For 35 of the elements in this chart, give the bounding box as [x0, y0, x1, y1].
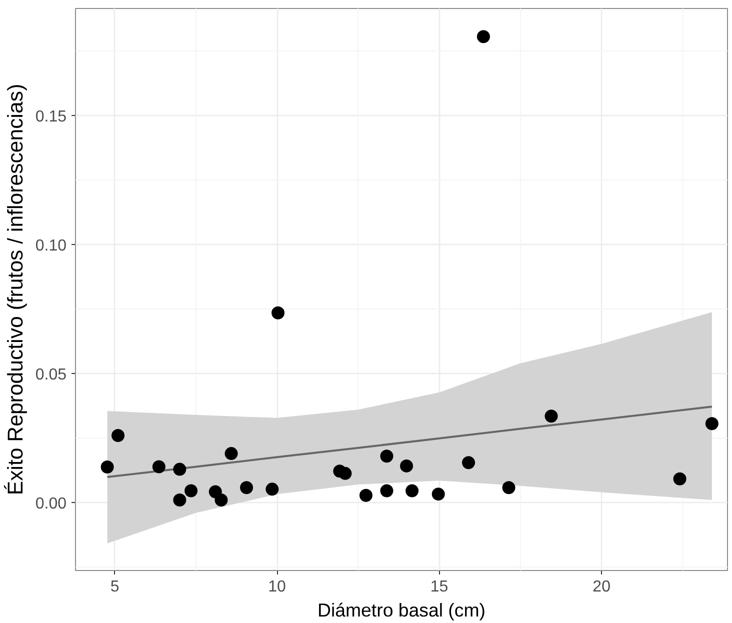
point	[476, 30, 490, 44]
point	[380, 450, 394, 463]
line-series	[106, 406, 713, 478]
point	[173, 494, 186, 507]
point	[152, 460, 166, 474]
point	[100, 460, 114, 474]
point	[432, 488, 445, 501]
point	[214, 494, 228, 507]
x-tick-label: 10	[268, 578, 286, 596]
point	[544, 410, 558, 423]
point	[224, 447, 238, 460]
point	[673, 472, 686, 486]
point	[272, 306, 285, 320]
y-tick-label: 0.15	[35, 108, 67, 126]
point	[705, 417, 718, 430]
point	[338, 466, 352, 480]
point	[173, 462, 186, 476]
point	[184, 484, 198, 498]
point	[400, 459, 414, 472]
y-axis-title: Éxito Reproductivo (frutos / inflorescencias)	[3, 84, 28, 496]
point	[240, 481, 254, 494]
point	[380, 484, 394, 498]
x-axis-title: Diámetro basal (cm)	[318, 600, 486, 620]
y-tick-label: 0.05	[35, 366, 67, 384]
x-tick-label: 20	[592, 578, 611, 596]
point	[406, 484, 419, 498]
x-tick-label: 15	[430, 578, 448, 596]
y-tick-label: 0.10	[35, 237, 67, 254]
point	[112, 429, 125, 442]
x-tick-label: 5	[110, 578, 120, 596]
point	[266, 482, 279, 496]
point	[359, 488, 372, 502]
point	[502, 481, 516, 494]
y-tick-label: 0.00	[35, 496, 67, 513]
point	[462, 456, 476, 470]
